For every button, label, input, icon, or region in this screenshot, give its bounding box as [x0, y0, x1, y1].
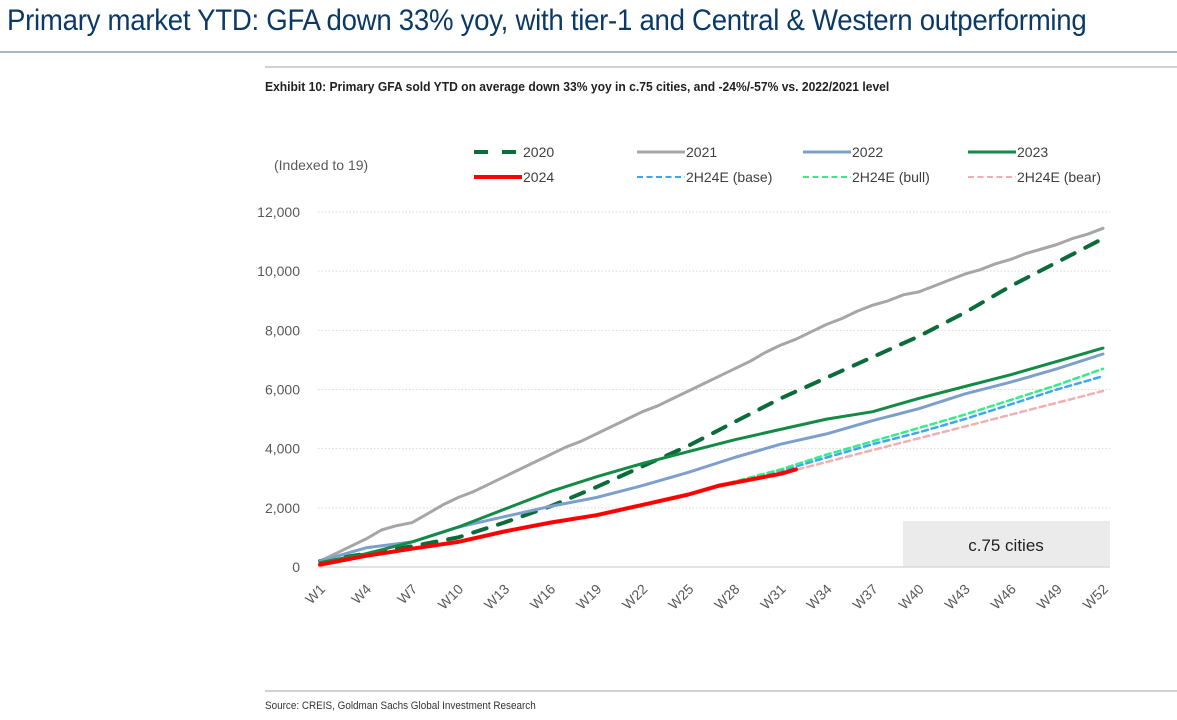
x-tick-label: W4 — [348, 581, 374, 607]
x-tick-label: W43 — [941, 581, 973, 613]
x-tick-label: W28 — [711, 581, 743, 613]
y-tick-label: 2,000 — [265, 500, 300, 516]
x-tick-label: W25 — [665, 581, 697, 613]
legend-item-2021: 2021 — [637, 144, 717, 160]
x-tick-label: W19 — [573, 581, 605, 613]
legend-label: 2023 — [1017, 144, 1048, 160]
page-title: Primary market YTD: GFA down 33% yoy, wi… — [7, 4, 1087, 37]
x-tick-label: W7 — [394, 581, 420, 607]
y-tick-label: 10,000 — [257, 263, 300, 279]
legend-item-2022: 2022 — [803, 144, 883, 160]
x-axis-ticks: W1 W4 W7 W10 W13 W16 W19 W22 W25 W28 W31 W34 W37 W40 W… — [302, 581, 1111, 613]
series-line-bear — [717, 389, 1105, 487]
x-tick-label: W31 — [757, 581, 789, 613]
source-divider — [265, 690, 1177, 692]
legend-item-bull: 2H24E (bull) — [803, 169, 930, 185]
unit-label: (Indexed to 19) — [274, 157, 368, 173]
x-tick-label: W40 — [895, 581, 927, 613]
annotation-label: c.75 cities — [968, 536, 1044, 555]
y-tick-label: 12,000 — [257, 204, 300, 220]
legend: 2020 2021 2022 2023 2024 2H24E (base) 2H24E (b… — [474, 144, 1101, 185]
legend-item-2024: 2024 — [474, 169, 554, 185]
legend-label: 2021 — [686, 144, 717, 160]
legend-item-2020: 2020 — [474, 144, 554, 160]
exhibit-divider-top — [265, 66, 1177, 68]
legend-label: 2020 — [523, 144, 554, 160]
annotation-box — [903, 521, 1110, 567]
series-lines — [318, 226, 1105, 567]
series-line-2023 — [318, 346, 1105, 565]
x-tick-label: W52 — [1079, 581, 1111, 613]
series-line-2021 — [318, 226, 1105, 563]
legend-label: 2H24E (bull) — [852, 169, 930, 185]
y-tick-label: 8,000 — [265, 322, 300, 338]
x-tick-label: W22 — [619, 581, 651, 613]
legend-item-bear: 2H24E (bear) — [968, 169, 1101, 185]
legend-label: 2H24E (base) — [686, 169, 772, 185]
x-tick-label: W34 — [803, 581, 835, 613]
x-tick-label: W1 — [302, 581, 328, 607]
gridlines — [318, 211, 1110, 509]
legend-item-base: 2H24E (base) — [637, 169, 772, 185]
legend-label: 2022 — [852, 144, 883, 160]
x-tick-label: W13 — [481, 581, 513, 613]
y-tick-label: 0 — [292, 559, 300, 575]
series-line-base — [717, 374, 1105, 487]
x-tick-label: W10 — [435, 581, 467, 613]
y-axis-ticks: 0 2,000 4,000 6,000 8,000 10,000 12,000 — [257, 204, 300, 575]
exhibit-title: Exhibit 10: Primary GFA sold YTD on aver… — [265, 79, 890, 94]
legend-label: 2024 — [523, 169, 554, 185]
x-tick-label: W37 — [849, 581, 881, 613]
legend-label: 2H24E (bear) — [1017, 169, 1101, 185]
x-tick-label: W46 — [987, 581, 1019, 613]
series-line-2024 — [318, 467, 798, 567]
title-divider — [0, 51, 1177, 53]
legend-item-2023: 2023 — [968, 144, 1048, 160]
y-tick-label: 6,000 — [265, 382, 300, 398]
y-tick-label: 4,000 — [265, 441, 300, 457]
source-note: Source: CREIS, Goldman Sachs Global Inve… — [265, 700, 536, 712]
x-tick-label: W49 — [1033, 581, 1065, 613]
series-line-2020 — [318, 236, 1105, 564]
series-line-bull — [717, 367, 1105, 487]
x-tick-label: W16 — [527, 581, 559, 613]
